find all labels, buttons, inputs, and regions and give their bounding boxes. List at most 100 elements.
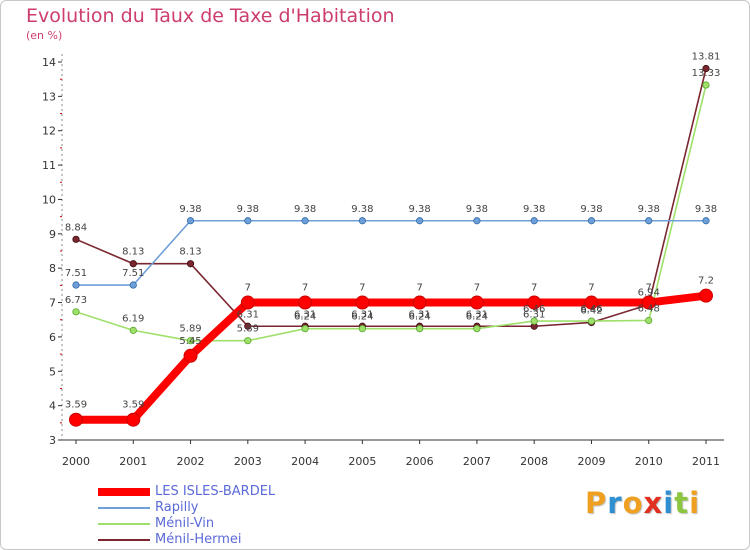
data-point [587,317,596,325]
data-point [584,295,599,310]
x-tick-label: 2008 [520,455,548,468]
data-label: 8.13 [179,247,201,258]
series-line-3 [75,67,707,328]
data-label: 7.2 [698,276,714,287]
data-label: 7 [474,283,480,294]
data-point [244,322,252,330]
data-point [183,348,198,363]
data-label: 7.51 [122,268,144,279]
data-point [186,260,195,268]
data-point [530,217,538,225]
data-label: 8.84 [65,222,87,233]
data-label: 7 [302,283,308,294]
data-point [72,308,80,316]
data-label: 5.89 [179,324,201,335]
data-point [587,217,596,225]
x-tick-label: 2004 [291,455,319,468]
data-label: 9.38 [294,204,316,215]
data-point [473,217,481,225]
logo-letter: t [674,486,690,520]
data-label: 6.48 [638,303,660,314]
data-label: 3.59 [65,400,87,411]
logo-letter: i [663,486,675,520]
data-label: 9.38 [179,204,201,215]
data-point [301,325,309,333]
data-label: 7 [531,283,537,294]
chart-subtitle: (en %) [26,29,63,42]
data-label: 6.31 [523,309,545,320]
data-label: 6.24 [294,312,316,323]
data-label: 6.24 [409,312,431,323]
y-tick-label: 3 [49,434,56,447]
legend-swatch [98,539,150,541]
data-label: 6.31 [466,309,488,320]
logo-letter: i [689,486,701,520]
data-label: 6.31 [294,309,316,320]
y-tick-label: 6 [49,331,56,344]
data-label: 7 [245,283,251,294]
legend-label: Ménil-Hermei [155,532,242,547]
data-label: 5.89 [237,324,259,335]
data-point [301,217,309,225]
y-tick-label: 14 [42,56,56,69]
data-point [129,281,137,289]
data-point [473,325,481,333]
data-label: 6.24 [466,312,488,323]
data-label: 6.31 [237,309,259,320]
data-label: 6.46 [580,304,602,315]
data-point [469,295,484,310]
data-label: 9.38 [409,204,431,215]
data-label: 6.46 [523,304,545,315]
data-label: 5.45 [179,336,201,347]
y-tick-label: 5 [49,365,56,378]
x-tick-label: 2011 [692,455,720,468]
data-label: 13.81 [692,52,721,63]
data-point [358,217,366,225]
x-tick-label: 2001 [119,455,147,468]
data-label: 9.38 [466,204,488,215]
data-label: 7 [588,283,594,294]
x-tick-label: 2003 [234,455,262,468]
data-point [641,295,656,310]
data-point [702,81,710,89]
series-line-2 [75,84,707,342]
axes: 3 4 5 6 7 8 9 10 11 12 13 14 2000 2001 2002 2003 2004 200… [42,54,724,468]
data-point [186,337,195,345]
y-tick-label: 7 [49,297,56,310]
data-point [244,337,252,345]
data-point [527,295,542,310]
y-tick-label: 11 [42,159,56,172]
data-point [645,217,653,225]
data-point [699,288,713,303]
x-tick-label: 2000 [62,455,90,468]
data-label: 6.31 [409,309,431,320]
series-line-1 [75,219,707,286]
x-tick-label: 2002 [177,455,205,468]
data-label: 3.59 [122,400,144,411]
data-point [186,217,195,225]
y-tick-label: 4 [49,400,56,413]
x-tick-label: 2005 [348,455,376,468]
data-label: 6.24 [351,312,373,323]
data-point [244,217,252,225]
y-tick-label: 9 [49,228,56,241]
data-label: 7 [416,283,422,294]
data-label: 9.38 [351,204,373,215]
data-point [358,325,366,333]
y-tick-label: 12 [42,125,56,138]
chart-title: Evolution du Taux de Taxe d'Habitation [26,5,395,27]
data-label: 6.31 [351,309,373,320]
data-point [412,295,427,310]
data-point [645,316,653,325]
y-tick-label: 13 [42,90,56,103]
data-label: 6.42 [580,305,602,316]
data-label: 6.19 [122,313,144,324]
legend-label: Rapilly [155,500,199,515]
proxiti-logo: Proxiti [585,486,700,520]
data-label: 7 [646,283,652,294]
data-point [416,325,424,333]
data-point [702,217,710,225]
data-label: 7 [359,283,365,294]
logo-letter: P [585,486,608,520]
legend-label: Ménil-Vin [155,516,215,531]
